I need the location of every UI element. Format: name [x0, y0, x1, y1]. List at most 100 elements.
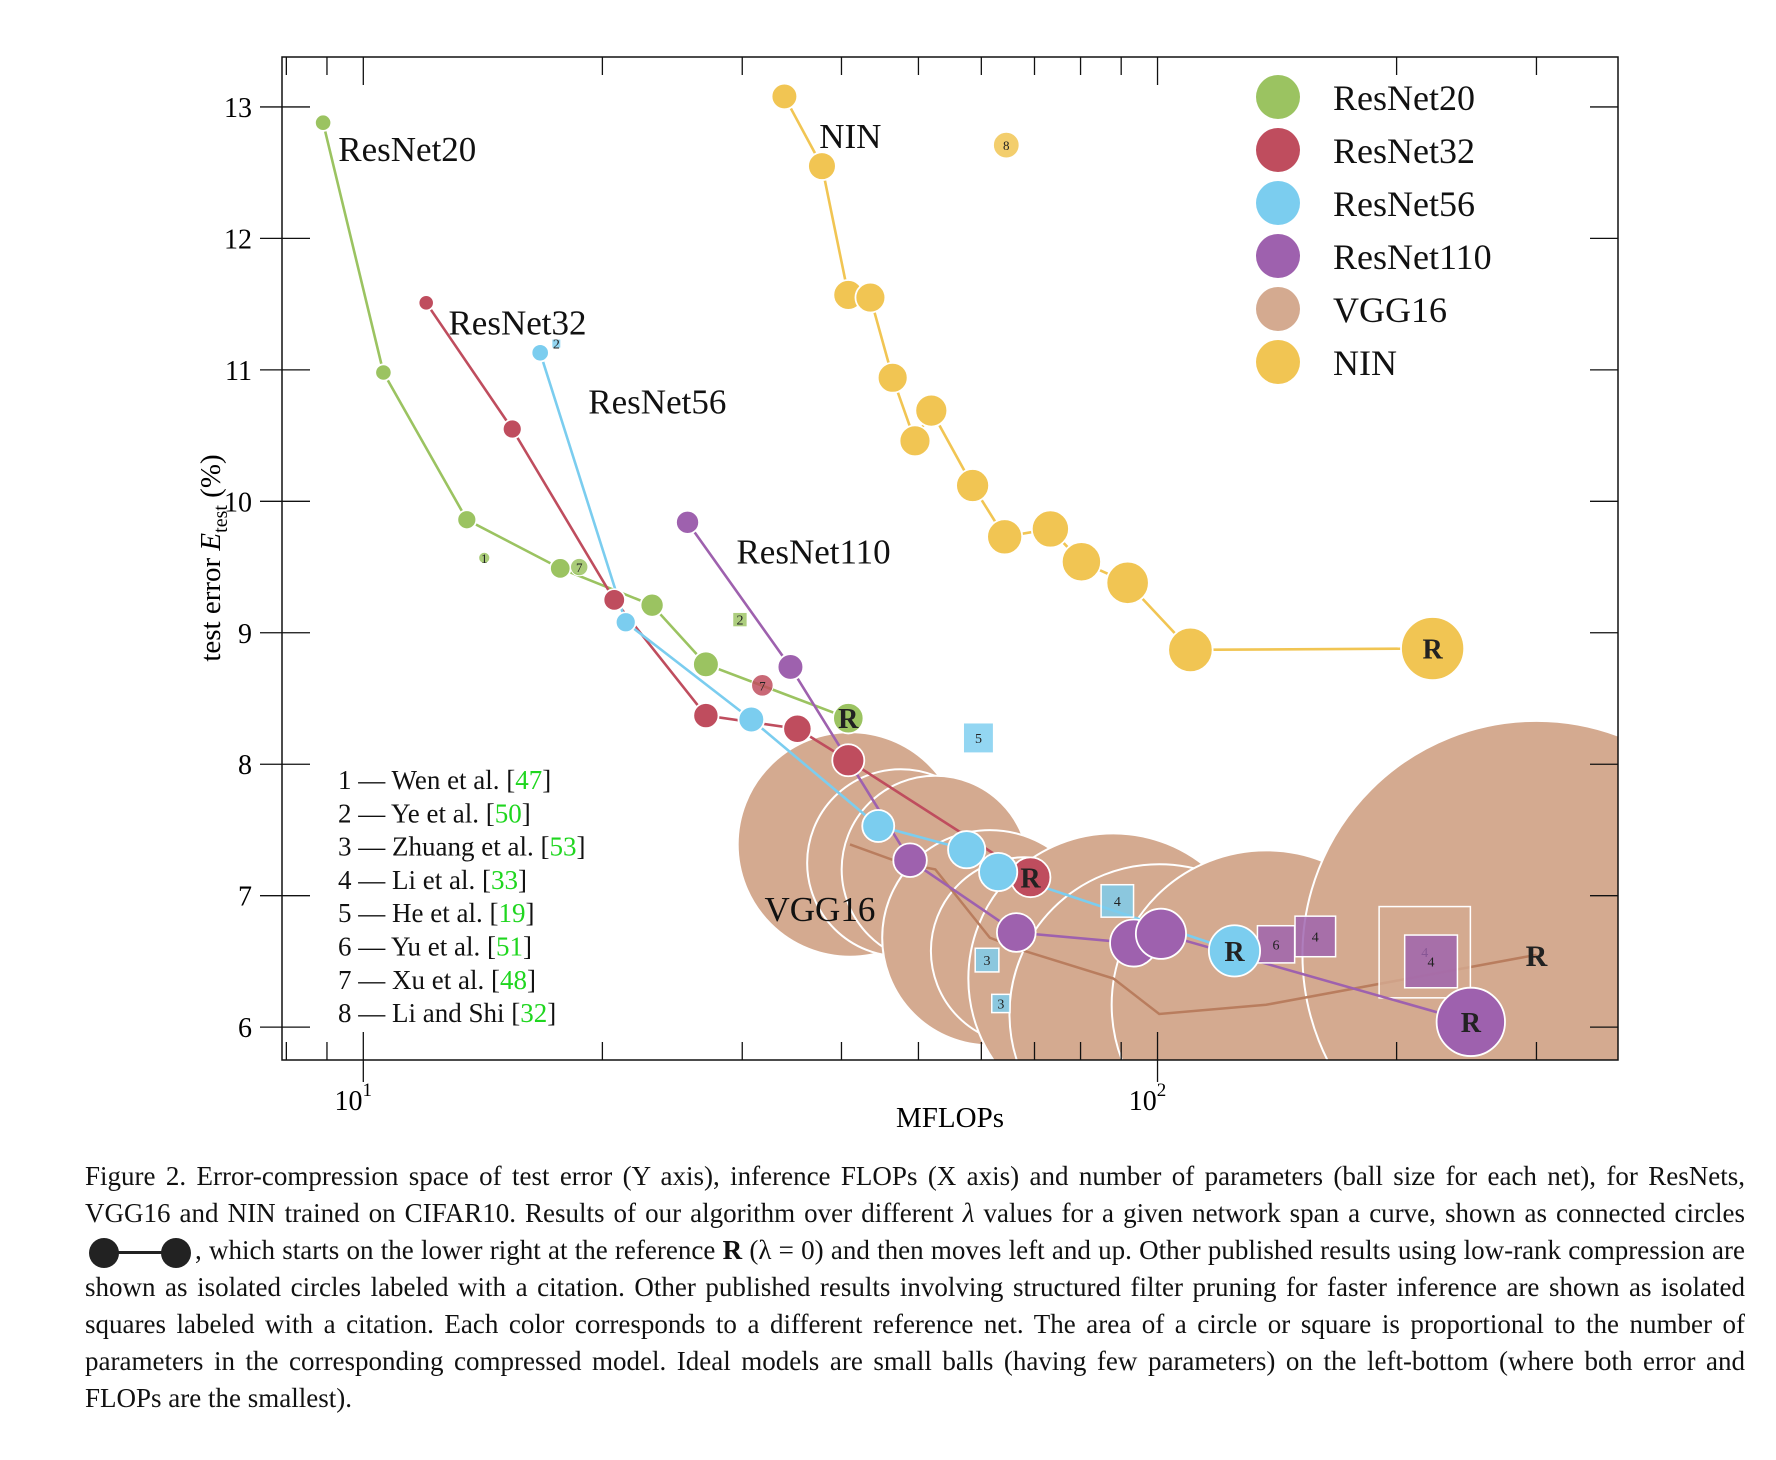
- resnet20-point: [639, 592, 665, 618]
- reference-r-label: R: [1526, 940, 1548, 973]
- nin-point: [770, 82, 799, 111]
- citation-entry: 1 — Wen et al. [47]: [338, 765, 551, 795]
- citation-entry: 6 — Yu et al. [51]: [338, 932, 532, 962]
- published-square-resnet56: [962, 721, 995, 754]
- x-axis-label: MFLOPs: [896, 1102, 1004, 1134]
- resnet110-point: [892, 842, 928, 878]
- series-label-resnet20: ResNet20: [338, 130, 476, 169]
- citation-legend: 1 — Wen et al. [47]2 — Ye et al. [50] 3 —…: [338, 765, 585, 1028]
- nin-point: [1030, 509, 1070, 549]
- published-square-label: 4: [1428, 955, 1435, 970]
- resnet32-point: [782, 713, 813, 744]
- y-tick-label: 12: [224, 224, 252, 255]
- nin-point: [854, 281, 887, 314]
- legend-label-vgg16: VGG16: [1333, 290, 1447, 330]
- legend-swatch-nin: [1256, 340, 1300, 384]
- resnet56-point: [1207, 924, 1262, 978]
- citation-entry: 4 — Li et al. [33]: [338, 865, 527, 895]
- y-tick-label: 13: [224, 93, 252, 124]
- published-square-resnet56: [974, 947, 1000, 973]
- published-square-resnet20: [731, 611, 749, 628]
- citation-entry: 3 — Zhuang et al. [53]: [338, 832, 585, 862]
- published-circle-resnet32: [751, 674, 774, 697]
- published-square-label: 2: [736, 614, 743, 629]
- resnet32-point: [602, 588, 626, 612]
- series-label-resnet56: ResNet56: [588, 382, 726, 421]
- nin-point: [955, 468, 991, 503]
- published-square-label: 4: [1114, 895, 1121, 910]
- resnet20-point: [374, 363, 393, 382]
- legend-swatch-vgg16: [1256, 287, 1300, 331]
- nin-point: [1105, 560, 1150, 605]
- reference-r-label: R: [1422, 635, 1443, 666]
- legend-label-resnet32: ResNet32: [1333, 131, 1475, 171]
- citation-entry: 5 — He et al. [19]: [338, 898, 534, 928]
- published-square-label: 3: [997, 997, 1004, 1012]
- citation-entry: 8 — Li and Shi [32]: [338, 998, 556, 1028]
- resnet56-point: [614, 611, 637, 634]
- legend-label-resnet56: ResNet56: [1333, 184, 1475, 224]
- published-circle-label: 1: [481, 551, 488, 566]
- nin-point: [876, 361, 909, 394]
- legend: ResNet20 ResNet32 ResNet56 ResNet110 VGG16 NI…: [1256, 75, 1492, 384]
- y-tick-label: 9: [238, 619, 252, 650]
- legend-swatch-resnet110: [1256, 234, 1300, 278]
- y-tick-label: 11: [225, 356, 252, 387]
- caption-text-2: values for a given network span a curve,…: [974, 1198, 1745, 1228]
- caption-text-1: Figure 2. Error-compression space of tes…: [85, 1161, 1745, 1228]
- nin-point: [986, 518, 1024, 556]
- legend-swatch-resnet20: [1256, 75, 1300, 119]
- resnet20-point: [832, 702, 865, 735]
- resnet32-point: [692, 702, 720, 730]
- resnet20-point: [456, 509, 478, 531]
- published-circle-resnet20: [569, 557, 589, 577]
- published-circle-resnet20: [478, 551, 491, 564]
- legend-label-resnet20: ResNet20: [1333, 78, 1475, 118]
- y-tick-label: 8: [238, 750, 252, 781]
- caption-lambda: λ: [962, 1198, 975, 1228]
- resnet110-point: [675, 509, 701, 535]
- published-square-label: 6: [1273, 938, 1280, 953]
- resnet20-point: [692, 650, 720, 679]
- figure-caption: Figure 2. Error-compression space of tes…: [85, 1158, 1745, 1417]
- series-label-vgg16: VGG16: [765, 890, 876, 929]
- resnet56-point: [861, 809, 896, 843]
- x-tick-label: 102: [1129, 1080, 1167, 1117]
- citation-entry: 2 — Ye et al. [50]: [338, 798, 531, 828]
- published-circle-label: 7: [759, 678, 766, 693]
- caption-reference-r: R: [722, 1235, 743, 1265]
- y-tick-label: 6: [238, 1013, 252, 1044]
- published-square-resnet110: [1294, 915, 1337, 958]
- reference-r-label: R: [1020, 863, 1041, 894]
- resnet56-point: [978, 851, 1019, 893]
- connected-circles-icon: [89, 1237, 191, 1269]
- resnet20-point: [549, 557, 572, 580]
- series-label-nin: NIN: [819, 117, 881, 156]
- nin-point: [807, 151, 837, 181]
- published-circle-nin: [992, 131, 1020, 159]
- published-square-resnet56: [550, 338, 562, 350]
- resnet110-point: [1435, 986, 1506, 1057]
- legend-swatch-resnet32: [1256, 128, 1300, 172]
- published-square-label: 2: [553, 338, 560, 353]
- caption-text-4: (λ = 0) and then moves left and up. Othe…: [85, 1235, 1745, 1413]
- resnet32-point: [831, 743, 866, 778]
- published-square-label: 4: [1312, 930, 1319, 945]
- legend-label-nin: NIN: [1333, 343, 1397, 383]
- series-label-resnet32: ResNet32: [448, 304, 586, 343]
- resnet56-point: [947, 830, 987, 870]
- nin-point: [1060, 541, 1102, 583]
- nin-point: [1400, 616, 1466, 682]
- reference-r-label: R: [1224, 937, 1245, 968]
- plot-frame: [281, 56, 1619, 1061]
- resnet110-point: [996, 912, 1037, 953]
- resnet110-point: [1134, 907, 1187, 960]
- caption-text-3: , which starts on the lower right at the…: [195, 1235, 723, 1265]
- citation-entry: 7 — Xu et al. [48]: [338, 965, 536, 995]
- reference-r-label: R: [838, 704, 859, 735]
- legend-label-resnet110: ResNet110: [1333, 237, 1492, 277]
- published-square-label: 3: [984, 954, 991, 969]
- resnet110-point: [776, 653, 805, 681]
- resnet20-point: [314, 113, 333, 132]
- legend-swatch-resnet56: [1256, 181, 1300, 225]
